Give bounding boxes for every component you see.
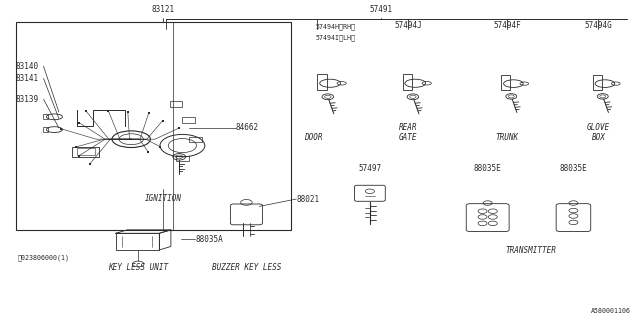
Bar <box>43 127 48 132</box>
Text: BUZZER KEY LESS: BUZZER KEY LESS <box>212 263 281 272</box>
Text: 88021: 88021 <box>296 195 319 204</box>
Text: Ⓝ023806000(1): Ⓝ023806000(1) <box>18 255 70 261</box>
Text: 57494J: 57494J <box>394 21 422 30</box>
Text: 57494I〈LH〉: 57494I〈LH〉 <box>316 35 356 41</box>
Text: 83139: 83139 <box>16 95 39 104</box>
Bar <box>176 156 189 161</box>
Text: A580001106: A580001106 <box>590 308 630 314</box>
Bar <box>170 101 182 107</box>
Text: 57494G: 57494G <box>584 21 612 30</box>
Text: 88035E: 88035E <box>559 164 588 173</box>
Bar <box>502 75 510 90</box>
Text: 84662: 84662 <box>236 124 259 132</box>
Bar <box>593 75 602 90</box>
Text: IGNITION: IGNITION <box>145 194 182 203</box>
Text: DOOR: DOOR <box>305 133 323 142</box>
Text: 57494H〈RH〉: 57494H〈RH〉 <box>316 23 356 30</box>
Text: 57491: 57491 <box>369 5 392 14</box>
Bar <box>317 74 326 90</box>
Bar <box>72 147 99 157</box>
Bar <box>77 148 95 155</box>
Text: GLOVE
BOX: GLOVE BOX <box>587 123 610 142</box>
Bar <box>182 117 195 123</box>
Bar <box>16 22 291 230</box>
Text: 83121: 83121 <box>152 5 175 14</box>
Bar <box>43 114 48 119</box>
Text: KEY LESS UNIT: KEY LESS UNIT <box>108 263 168 272</box>
Text: 57494F: 57494F <box>493 21 521 30</box>
Text: 83141: 83141 <box>16 74 39 83</box>
Text: 88035A: 88035A <box>195 235 223 244</box>
Text: 88035E: 88035E <box>474 164 502 173</box>
Bar <box>116 233 159 250</box>
Bar <box>403 74 412 90</box>
Bar <box>189 137 202 142</box>
Text: REAR
GATE: REAR GATE <box>399 123 417 142</box>
Text: 57497: 57497 <box>358 164 381 173</box>
Text: TRANSMITTER: TRANSMITTER <box>505 246 556 255</box>
Text: 83140: 83140 <box>16 62 39 71</box>
Text: TRUNK: TRUNK <box>495 133 518 142</box>
